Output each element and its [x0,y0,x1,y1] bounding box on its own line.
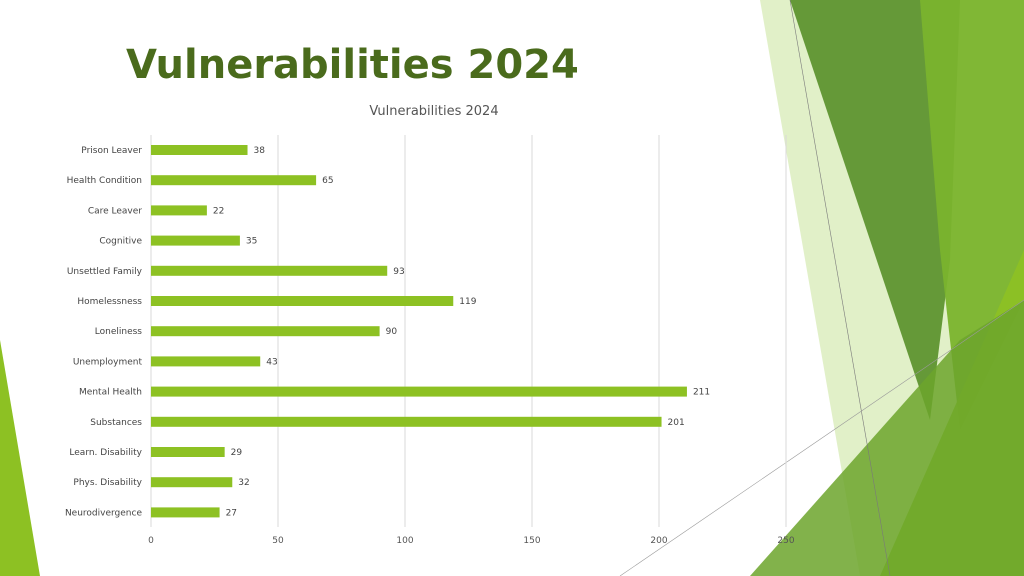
decor-bottom-dark [750,300,1024,576]
data-label: 211 [693,388,710,398]
x-tick-label: 200 [650,536,667,546]
category-label: Unemployment [73,357,143,367]
bar [151,145,248,155]
x-tick-label: 250 [777,536,794,546]
bar [151,296,454,306]
data-label: 43 [266,357,277,367]
bar [151,205,207,216]
data-label: 27 [226,508,237,518]
category-label: Health Condition [67,176,142,186]
data-label: 29 [231,448,243,458]
bar [151,326,380,337]
x-tick-label: 150 [523,536,540,546]
category-label: Prison Leaver [81,146,142,156]
data-label: 22 [213,206,224,216]
decor-thin-line-1 [789,0,891,576]
decor-dark-panel [790,0,960,420]
decor-thin-line-2 [619,299,1024,576]
data-label: 35 [246,237,257,247]
bar [151,235,240,246]
category-label: Homelessness [77,297,142,307]
bar [151,356,261,367]
data-label: 32 [238,478,249,488]
slide-title: Vulnerabilities 2024 [126,42,579,88]
bar [151,386,687,397]
data-label: 38 [254,146,266,156]
category-label: Care Leaver [88,206,142,216]
category-label: Mental Health [79,388,142,398]
category-label: Phys. Disability [73,478,142,488]
data-label: 93 [393,267,404,277]
bar [151,416,662,427]
data-label: 90 [386,327,398,337]
bar [151,175,317,186]
x-tick-label: 50 [272,536,284,546]
data-label: 201 [668,418,685,428]
bar [151,477,233,488]
bar [151,507,220,518]
bar [151,265,388,276]
labels: 0 50 100 150 200 250 Prison Leaver 38 Health Con… [65,146,795,546]
category-label: Neurodivergence [65,508,143,518]
category-label: Substances [90,418,142,428]
bar [151,447,225,457]
bars [151,145,687,518]
chart-title: Vulnerabilities 2024 [369,104,499,119]
category-label: Learn. Disability [69,448,142,458]
x-tick-label: 0 [148,536,154,546]
data-label: 65 [322,176,333,186]
category-label: Unsettled Family [67,267,143,277]
category-label: Cognitive [99,237,142,247]
category-label: Loneliness [95,327,143,337]
x-tick-label: 100 [396,536,413,546]
data-label: 119 [459,297,476,307]
decor-left-strip [0,340,40,576]
